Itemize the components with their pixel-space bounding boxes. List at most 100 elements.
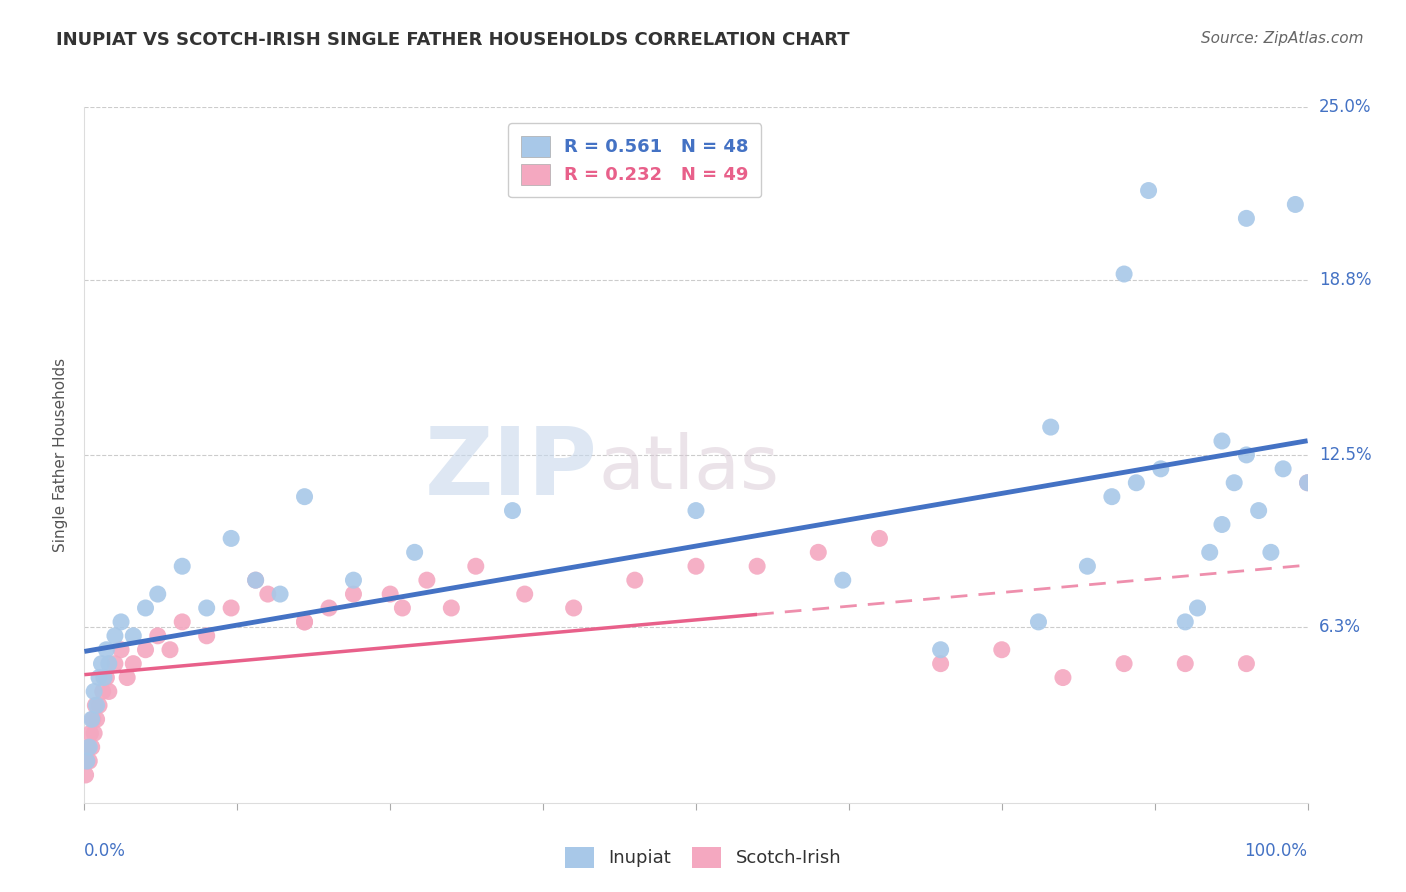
Point <box>104 629 127 643</box>
Point <box>342 573 364 587</box>
Point <box>90 657 112 671</box>
Point <box>87 671 110 685</box>
Point <box>807 545 830 559</box>
Point <box>195 601 218 615</box>
Point <box>1284 197 1306 211</box>
Point <box>122 629 145 643</box>
Legend: R = 0.561   N = 48, R = 0.232   N = 49: R = 0.561 N = 48, R = 0.232 N = 49 <box>508 123 762 197</box>
Point <box>562 601 585 615</box>
Point <box>77 754 100 768</box>
Point <box>318 601 340 615</box>
Point <box>1198 545 1220 559</box>
Point <box>77 740 100 755</box>
Point <box>440 601 463 615</box>
Point <box>1039 420 1062 434</box>
Text: INUPIAT VS SCOTCH-IRISH SINGLE FATHER HOUSEHOLDS CORRELATION CHART: INUPIAT VS SCOTCH-IRISH SINGLE FATHER HO… <box>56 31 849 49</box>
Point <box>624 573 647 587</box>
Point <box>391 601 413 615</box>
Point <box>93 671 115 685</box>
Point <box>172 559 194 574</box>
Point <box>513 587 536 601</box>
Point <box>195 629 218 643</box>
Point <box>76 754 98 768</box>
Text: atlas: atlas <box>598 433 779 506</box>
Text: 18.8%: 18.8% <box>1319 270 1371 289</box>
Point <box>135 601 157 615</box>
Point <box>404 545 426 559</box>
Point <box>91 684 114 698</box>
Point <box>87 698 110 713</box>
Point <box>1296 475 1319 490</box>
Text: 25.0%: 25.0% <box>1319 98 1371 116</box>
Point <box>76 754 98 768</box>
Point <box>1174 657 1197 671</box>
Point <box>135 642 157 657</box>
Point <box>929 642 952 657</box>
Point <box>96 671 118 685</box>
Text: 12.5%: 12.5% <box>1319 446 1371 464</box>
Point <box>245 573 267 587</box>
Point <box>991 642 1014 657</box>
Point <box>269 587 291 601</box>
Text: 6.3%: 6.3% <box>1319 618 1361 637</box>
Point <box>685 503 707 517</box>
Point <box>86 698 108 713</box>
Point <box>1101 490 1123 504</box>
Point <box>1260 545 1282 559</box>
Point <box>929 657 952 671</box>
Point <box>77 740 100 755</box>
Point <box>122 657 145 671</box>
Point <box>80 712 103 726</box>
Text: ZIP: ZIP <box>425 423 598 515</box>
Point <box>245 573 267 587</box>
Point <box>86 712 108 726</box>
Point <box>83 726 105 740</box>
Point <box>1028 615 1050 629</box>
Point <box>294 490 316 504</box>
Text: 0.0%: 0.0% <box>84 842 127 860</box>
Point <box>294 615 316 629</box>
Point <box>1247 503 1270 517</box>
Point <box>831 573 853 587</box>
Point <box>82 712 104 726</box>
Y-axis label: Single Father Households: Single Father Households <box>53 358 69 552</box>
Point <box>84 698 107 713</box>
Point <box>1234 657 1257 671</box>
Point <box>1114 657 1136 671</box>
Point <box>1296 475 1319 490</box>
Point <box>294 615 316 629</box>
Text: 100.0%: 100.0% <box>1244 842 1308 860</box>
Point <box>1076 559 1098 574</box>
Point <box>1137 184 1160 198</box>
Point <box>685 559 707 574</box>
Point <box>464 559 486 574</box>
Point <box>1211 517 1233 532</box>
Point <box>146 629 169 643</box>
Point <box>1150 462 1173 476</box>
Point <box>219 532 242 546</box>
Point <box>1272 462 1295 476</box>
Point <box>1114 267 1136 281</box>
Point <box>1211 434 1233 448</box>
Point <box>501 503 523 517</box>
Point <box>83 684 105 698</box>
Point <box>257 587 280 601</box>
Point <box>1187 601 1209 615</box>
Point <box>416 573 439 587</box>
Point <box>869 532 891 546</box>
Point <box>104 657 127 671</box>
Point <box>75 768 97 782</box>
Point <box>110 642 132 657</box>
Point <box>380 587 402 601</box>
Point <box>1125 475 1147 490</box>
Point <box>80 740 103 755</box>
Point <box>172 615 194 629</box>
Point <box>1234 211 1257 226</box>
Legend: Inupiat, Scotch-Irish: Inupiat, Scotch-Irish <box>554 836 852 879</box>
Text: Source: ZipAtlas.com: Source: ZipAtlas.com <box>1201 31 1364 46</box>
Point <box>96 642 118 657</box>
Point <box>110 615 132 629</box>
Point <box>146 587 169 601</box>
Point <box>159 642 181 657</box>
Point <box>1223 475 1246 490</box>
